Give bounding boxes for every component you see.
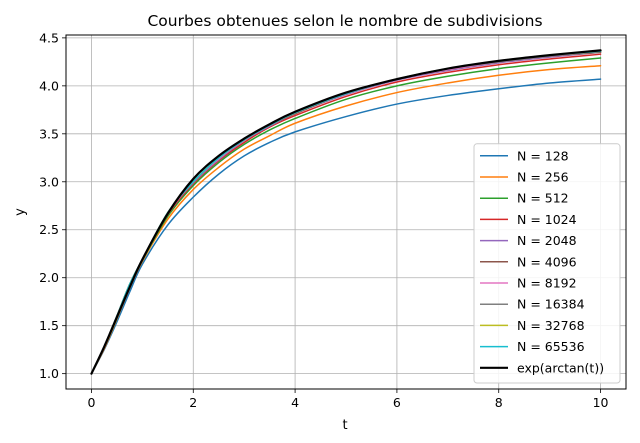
legend-label: exp(arctan(t)) <box>517 360 604 375</box>
series-line-1 <box>90 78 602 375</box>
x-tick-label: 10 <box>593 395 609 410</box>
x-tick-label: 6 <box>393 395 401 410</box>
y-axis: 1.0 1.5 2.0 2.5 3.0 3.5 4.0 4.5 <box>39 30 66 381</box>
legend-label: N = 65536 <box>517 339 585 354</box>
y-tick-label: 4.0 <box>39 78 59 93</box>
y-tick-label: 2.0 <box>39 270 59 285</box>
y-tick-label: 1.5 <box>39 318 59 333</box>
y-tick-label: 3.5 <box>39 126 59 141</box>
plot-frame <box>65 34 627 390</box>
y-tick-label: 1.0 <box>39 366 59 381</box>
legend-label: N = 32768 <box>517 318 585 333</box>
series-lines <box>90 49 602 375</box>
x-axis-label: t <box>342 418 347 433</box>
legend-label: N = 128 <box>517 148 569 163</box>
legend-label: N = 256 <box>517 170 569 185</box>
series-line-11 <box>90 49 602 375</box>
legend-label: N = 8192 <box>517 276 577 291</box>
y-tick-label: 4.5 <box>39 30 59 45</box>
legend-label: N = 2048 <box>517 233 577 248</box>
legend-label: N = 16384 <box>517 297 585 312</box>
y-tick-label: 3.0 <box>39 174 59 189</box>
y-axis-label: y <box>13 208 28 216</box>
y-tick-label: 2.5 <box>39 222 59 237</box>
legend-label: N = 1024 <box>517 212 577 227</box>
x-tick-label: 0 <box>87 395 95 410</box>
x-tick-label: 4 <box>291 395 299 410</box>
x-tick-label: 2 <box>189 395 197 410</box>
legend-box <box>473 143 621 384</box>
legend: N = 128 N = 256 N = 512 N = 1024 N = 2048 N =… <box>473 143 621 384</box>
x-axis: 0 2 4 6 8 10 <box>87 389 609 410</box>
legend-label: N = 512 <box>517 191 569 206</box>
x-tick-label: 8 <box>495 395 503 410</box>
legend-label: N = 4096 <box>517 254 577 269</box>
chart-title: Courbes obtenues selon le nombre de subd… <box>147 12 542 30</box>
